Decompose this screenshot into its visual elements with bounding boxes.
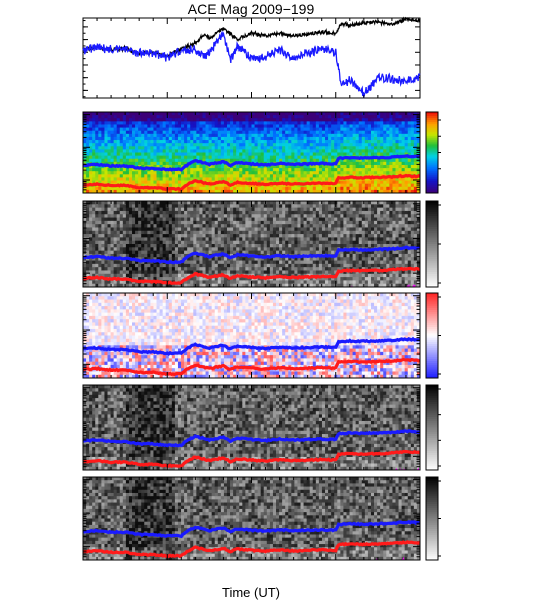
b-series-line-0 <box>82 16 421 60</box>
spectrogram-coherency <box>83 477 420 560</box>
gyrofrequency-line-2 <box>339 376 420 378</box>
gyrofrequency-line-1 <box>83 357 420 377</box>
gyrofrequency-line-1 <box>83 449 420 469</box>
gyrofrequency-line-2 <box>350 556 419 560</box>
colorbar-k-dot-b <box>426 385 438 471</box>
gyrofrequency-line-1 <box>83 173 420 192</box>
gyrofrequency-line-2 <box>350 283 416 287</box>
colorbar-intensity <box>426 112 438 194</box>
gyrofrequency-line-0 <box>83 519 420 539</box>
colorbar-polarization <box>426 201 438 288</box>
chart-title: ACE Mag 2009−199 <box>188 1 315 17</box>
gyrofrequency-line-0 <box>83 429 420 448</box>
gyrofrequency-line-1 <box>83 540 420 559</box>
colorbar-frame <box>425 384 439 471</box>
gyrofrequency-line-0 <box>83 245 420 265</box>
colorbar-ellipticity <box>426 293 438 379</box>
colorbar-coherency <box>426 477 438 561</box>
spectrogram-polarization <box>83 201 420 287</box>
gyrofrequency-line-0 <box>83 154 420 172</box>
gyrofrequency-line-1 <box>83 266 420 286</box>
gyrofrequency-line-0 <box>83 336 420 356</box>
spectrogram-k-dot-b <box>83 385 420 470</box>
x-axis-label: Time (UT) <box>222 585 280 600</box>
spectrogram-ellipticity <box>83 293 420 378</box>
gyrofrequency-line-2 <box>342 467 420 470</box>
spectrogram-intensity <box>83 112 420 193</box>
